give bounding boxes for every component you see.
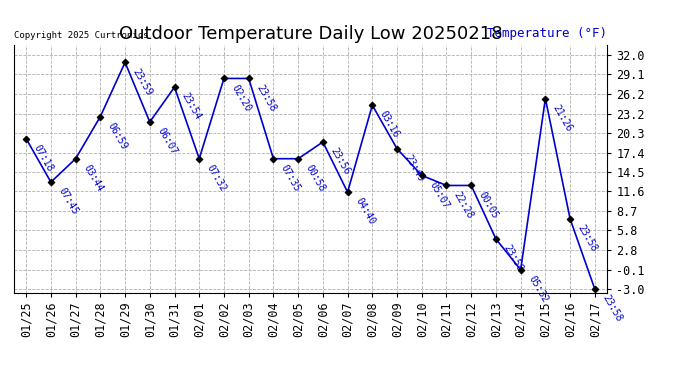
Text: Temperature (°F): Temperature (°F) [487,27,607,40]
Point [515,267,526,273]
Point [119,59,130,65]
Text: 07:45: 07:45 [57,186,80,217]
Text: 23:58: 23:58 [502,243,525,274]
Point [367,102,378,108]
Text: 23:58: 23:58 [254,82,277,113]
Point [589,286,600,292]
Text: 23:56: 23:56 [328,146,352,177]
Point [466,183,477,189]
Text: 23:49: 23:49 [402,153,426,183]
Point [169,84,180,90]
Text: 00:05: 00:05 [477,190,500,220]
Point [219,75,230,81]
Text: 03:44: 03:44 [81,163,104,194]
Point [416,172,427,178]
Text: 04:40: 04:40 [353,196,377,227]
Point [46,179,57,185]
Text: 05:32: 05:32 [526,274,549,304]
Text: 23:58: 23:58 [600,293,624,324]
Text: 22:28: 22:28 [452,190,475,220]
Text: 05:07: 05:07 [427,180,451,210]
Point [342,189,353,195]
Point [540,96,551,102]
Text: Copyright 2025 Curtronics: Copyright 2025 Curtronics [14,31,148,40]
Text: 07:35: 07:35 [279,163,302,194]
Point [144,119,155,125]
Point [441,183,452,189]
Point [391,146,402,152]
Point [564,216,575,222]
Text: 02:20: 02:20 [230,82,253,113]
Point [95,114,106,120]
Text: 07:18: 07:18 [32,143,55,173]
Point [21,136,32,142]
Text: 23:59: 23:59 [130,66,154,97]
Point [491,236,502,242]
Point [194,156,205,162]
Text: 21:26: 21:26 [551,103,574,133]
Point [317,139,328,145]
Text: 23:58: 23:58 [575,223,599,254]
Text: 06:59: 06:59 [106,121,129,151]
Point [70,156,81,162]
Point [243,75,254,81]
Text: 07:32: 07:32 [205,163,228,194]
Point [293,156,304,162]
Text: 00:58: 00:58 [304,163,327,194]
Text: 23:54: 23:54 [180,91,204,122]
Text: 06:07: 06:07 [155,126,179,156]
Title: Outdoor Temperature Daily Low 20250218: Outdoor Temperature Daily Low 20250218 [119,26,502,44]
Text: 03:16: 03:16 [378,110,401,140]
Point [268,156,279,162]
